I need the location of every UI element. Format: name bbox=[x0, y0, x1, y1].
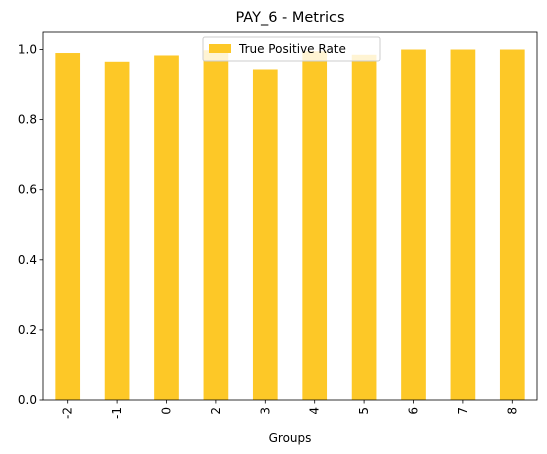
x-tick-label: 6 bbox=[407, 407, 421, 415]
bar-5 bbox=[351, 54, 377, 401]
y-tick-label: 0.4 bbox=[18, 253, 37, 267]
bar-4 bbox=[302, 51, 328, 401]
x-tick-label: 8 bbox=[505, 407, 519, 415]
x-tick-label: 2 bbox=[209, 407, 223, 415]
x-tick-label: 0 bbox=[160, 407, 174, 415]
y-tick-label: 0.2 bbox=[18, 323, 37, 337]
chart-title: PAY_6 - Metrics bbox=[235, 10, 344, 26]
plot-frame bbox=[42, 31, 538, 401]
legend-swatch bbox=[209, 44, 231, 53]
x-axis: -2 -1 0 2 3 4 5 6 7 8 bbox=[61, 400, 519, 419]
x-tick-label: -1 bbox=[110, 407, 124, 419]
bar-6 bbox=[401, 49, 426, 401]
y-axis: 0.0 0.2 0.4 0.6 0.8 1.0 bbox=[18, 43, 43, 407]
bar-7 bbox=[450, 49, 476, 401]
bar-3 bbox=[252, 69, 278, 401]
legend: True Positive Rate bbox=[202, 36, 381, 62]
legend-box bbox=[202, 36, 381, 62]
x-tick-label: 7 bbox=[456, 407, 470, 415]
legend-label: True Positive Rate bbox=[238, 42, 346, 56]
x-axis-title: Groups bbox=[269, 431, 312, 445]
x-tick-label: 4 bbox=[308, 407, 322, 415]
bar-2 bbox=[203, 50, 229, 400]
y-tick-label: 1.0 bbox=[18, 43, 37, 57]
bar--1 bbox=[104, 61, 130, 401]
y-tick-label: 0.0 bbox=[18, 393, 37, 407]
x-tick-label: 5 bbox=[357, 407, 371, 415]
bars-group bbox=[55, 49, 525, 401]
bar-8 bbox=[499, 49, 525, 401]
y-tick-label: 0.6 bbox=[18, 183, 37, 197]
bar--2 bbox=[55, 53, 81, 401]
x-tick-label: 3 bbox=[258, 407, 272, 415]
x-tick-label: -2 bbox=[61, 407, 75, 419]
bar-0 bbox=[154, 55, 179, 400]
y-tick-label: 0.8 bbox=[18, 113, 37, 127]
